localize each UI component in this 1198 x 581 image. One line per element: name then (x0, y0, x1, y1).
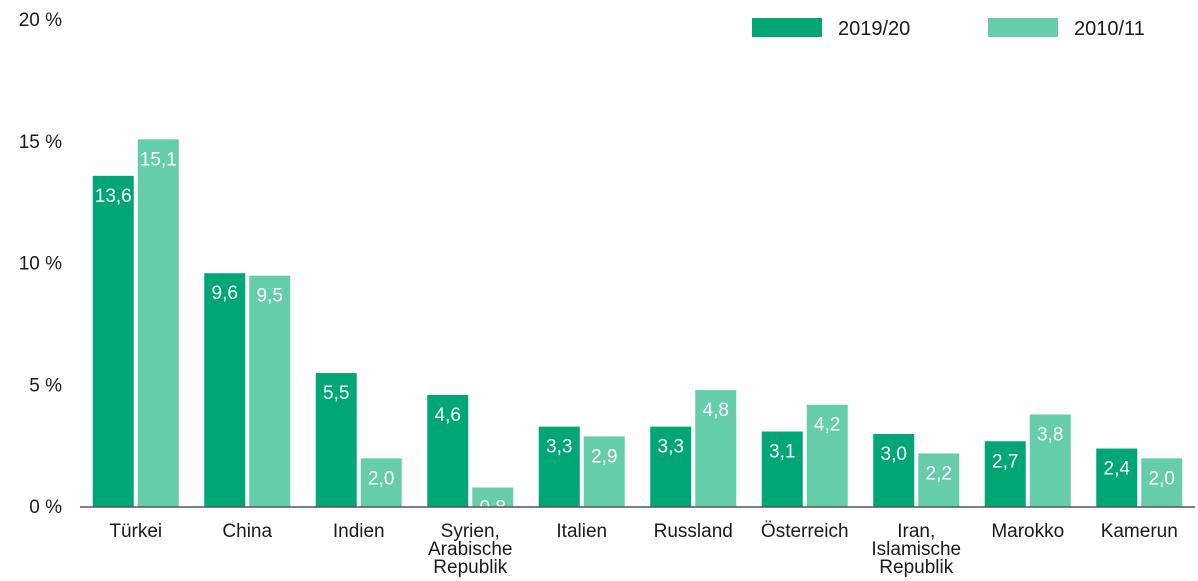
bar (249, 275, 291, 507)
x-tick-label: China (222, 521, 272, 542)
bar (873, 433, 915, 507)
bar (761, 431, 803, 507)
bar (583, 436, 625, 507)
bar (806, 404, 848, 507)
x-tick-label: Russland (654, 521, 733, 542)
x-tick-label: Republik (433, 557, 507, 578)
bar (538, 426, 580, 507)
data-label: 3,1 (769, 442, 795, 463)
data-label: 4,8 (703, 400, 729, 421)
data-label: 0,8 (480, 498, 506, 519)
bar (984, 441, 1026, 507)
x-tick-label: Italien (556, 521, 607, 542)
bar (650, 426, 692, 507)
legend-swatch (752, 18, 822, 37)
bar (204, 273, 246, 507)
y-tick-label: 5 % (29, 375, 62, 396)
data-labels: 13,6 15,1 9,6 9,5 5,5 2,0 4,6 0,8 3,3 2,9 3,3 4,8 3,… (95, 149, 1175, 518)
x-tick-label: Indien (333, 521, 385, 542)
data-label: 2,4 (1104, 459, 1131, 480)
bar (1029, 414, 1071, 507)
y-tick-label: 15 % (19, 132, 62, 153)
legend-entry: 2019/20 (838, 18, 910, 40)
x-tick-label: Iran, (897, 521, 935, 542)
x-tick-label: Österreich (761, 521, 849, 542)
x-tick-label: Arabische (428, 539, 513, 560)
data-label: 2,7 (992, 451, 1018, 472)
data-label: 4,6 (435, 405, 461, 426)
y-tick-label: 0 % (29, 497, 62, 518)
bar (1141, 458, 1183, 507)
bar (918, 453, 960, 507)
legend-entry: 2010/11 (1074, 18, 1145, 40)
bar (695, 390, 737, 507)
x-tick-label: Kamerun (1101, 521, 1178, 542)
bar (1096, 448, 1138, 507)
data-label: 2,2 (926, 463, 952, 484)
data-label: 3,3 (658, 437, 684, 458)
data-label: 13,6 (95, 186, 132, 207)
data-label: 2,9 (591, 446, 617, 467)
data-label: 3,3 (546, 437, 572, 458)
y-axis-tick-labels: 0 % 5 % 10 % 15 % 20 % (19, 10, 62, 518)
x-axis-tick-labels: Türkei China Indien Syrien,ArabischeRepubli… (109, 521, 1177, 578)
x-tick-label: Syrien, (441, 521, 500, 542)
data-label: 4,2 (814, 415, 840, 436)
x-tick-label: Islamische (871, 539, 961, 560)
x-tick-label: Marokko (991, 521, 1064, 542)
data-label: 15,1 (140, 149, 177, 170)
bar (315, 373, 357, 507)
data-label: 3,0 (881, 444, 907, 465)
legend: 2019/20 2010/11 (752, 18, 1145, 40)
data-label: 3,8 (1037, 424, 1063, 445)
legend-swatch (988, 18, 1058, 37)
bar (360, 458, 402, 507)
x-tick-label: Republik (879, 557, 953, 578)
y-tick-label: 10 % (19, 254, 62, 275)
data-label: 9,6 (212, 283, 238, 304)
data-label: 9,5 (257, 286, 283, 307)
bars (92, 139, 1183, 507)
x-tick-label: Türkei (109, 521, 162, 542)
bar (427, 394, 469, 507)
data-label: 5,5 (323, 383, 349, 404)
data-label: 2,0 (368, 468, 394, 489)
bar (137, 139, 179, 507)
bar (92, 175, 134, 507)
y-tick-label: 20 % (19, 10, 62, 31)
data-label: 2,0 (1149, 468, 1175, 489)
bar (472, 487, 514, 507)
